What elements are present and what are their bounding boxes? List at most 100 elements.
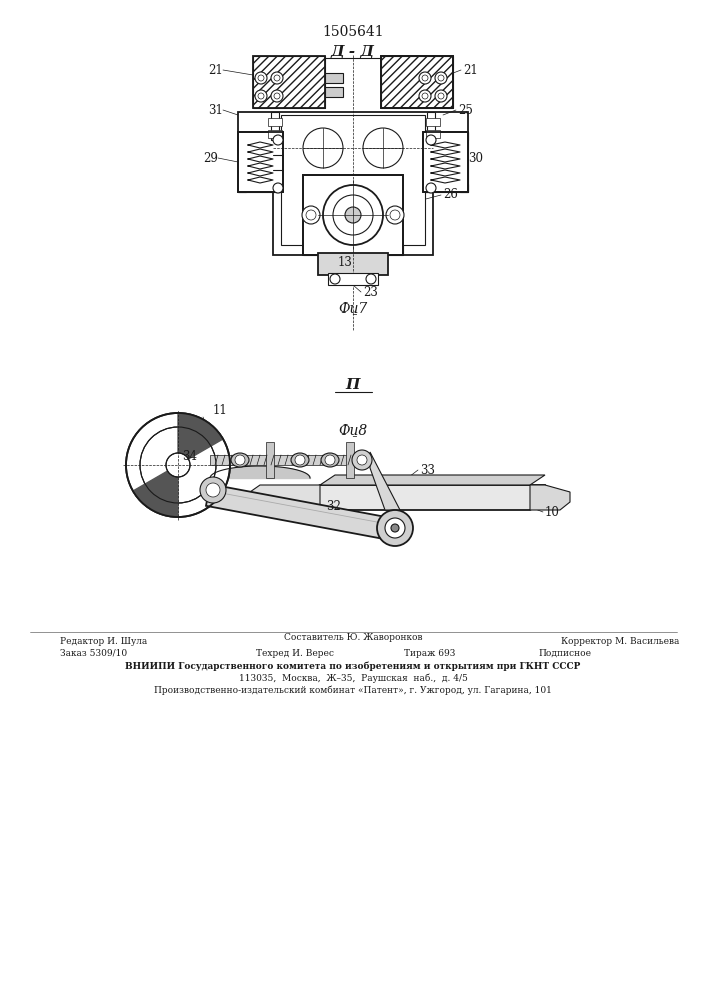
Text: ВНИИПИ Государственного комитета по изобретениям и открытиям при ГКНТ СССР: ВНИИПИ Государственного комитета по изоб… <box>125 661 580 671</box>
Bar <box>268 130 282 138</box>
Bar <box>381 56 453 108</box>
Bar <box>281 115 425 245</box>
Text: Подписное: Подписное <box>539 648 592 658</box>
Text: 1505641: 1505641 <box>322 25 384 39</box>
Text: Редактор И. Шула: Редактор И. Шула <box>60 638 147 647</box>
Polygon shape <box>303 175 403 255</box>
Circle shape <box>386 206 404 224</box>
Bar <box>238 132 283 192</box>
Circle shape <box>273 183 283 193</box>
Ellipse shape <box>291 453 309 467</box>
Bar <box>328 273 378 285</box>
Circle shape <box>377 510 413 546</box>
Circle shape <box>330 274 340 284</box>
Bar <box>271 112 279 140</box>
Polygon shape <box>253 56 325 108</box>
Bar <box>426 130 440 138</box>
Circle shape <box>363 128 403 168</box>
Circle shape <box>435 72 447 84</box>
Text: 26: 26 <box>443 188 458 202</box>
Bar <box>325 87 343 97</box>
Circle shape <box>302 206 320 224</box>
Polygon shape <box>206 484 387 539</box>
Text: Π: Π <box>346 378 360 392</box>
Text: 31: 31 <box>208 104 223 116</box>
Circle shape <box>366 274 376 284</box>
Bar <box>268 118 282 126</box>
Bar <box>346 442 354 478</box>
Text: 33: 33 <box>420 464 435 477</box>
Text: 13: 13 <box>338 255 353 268</box>
Circle shape <box>235 455 245 465</box>
Bar <box>423 132 468 192</box>
Circle shape <box>325 455 335 465</box>
Circle shape <box>357 455 367 465</box>
Circle shape <box>333 195 373 235</box>
Bar <box>238 132 283 192</box>
Polygon shape <box>238 132 283 140</box>
Text: Фи̱7: Фи̱7 <box>339 301 368 315</box>
Polygon shape <box>423 132 431 192</box>
Polygon shape <box>238 112 468 255</box>
Text: Корректор М. Васильева: Корректор М. Васильева <box>561 638 679 647</box>
Text: 25: 25 <box>458 104 473 116</box>
Circle shape <box>419 90 431 102</box>
Polygon shape <box>423 184 468 192</box>
Bar <box>303 175 403 255</box>
Polygon shape <box>305 485 545 510</box>
Bar <box>423 132 468 192</box>
Circle shape <box>435 90 447 102</box>
Bar <box>303 175 403 255</box>
Polygon shape <box>320 475 545 485</box>
Circle shape <box>391 524 399 532</box>
Circle shape <box>426 183 436 193</box>
Polygon shape <box>178 413 223 465</box>
Text: 10: 10 <box>545 506 560 518</box>
Text: 34: 34 <box>182 450 197 464</box>
Bar <box>426 118 440 126</box>
Text: Фи̱8: Фи̱8 <box>339 423 368 437</box>
Text: Производственно-издательский комбинат «Патент», г. Ужгород, ул. Гагарина, 101: Производственно-издательский комбинат «П… <box>154 685 552 695</box>
Polygon shape <box>370 452 400 510</box>
Ellipse shape <box>321 453 339 467</box>
Circle shape <box>385 518 405 538</box>
Circle shape <box>126 413 230 517</box>
Circle shape <box>419 72 431 84</box>
Text: 23: 23 <box>363 286 378 298</box>
Bar <box>253 56 325 108</box>
Polygon shape <box>381 56 453 108</box>
Text: Составитель Ю. Жаворонков: Составитель Ю. Жаворонков <box>284 634 422 643</box>
Text: Техред И. Верес: Техред И. Верес <box>256 648 334 658</box>
Circle shape <box>255 72 267 84</box>
Circle shape <box>426 135 436 145</box>
Text: 30: 30 <box>468 151 483 164</box>
Polygon shape <box>530 485 570 510</box>
Circle shape <box>352 450 372 470</box>
Polygon shape <box>133 465 178 517</box>
Text: Тираж 693: Тираж 693 <box>404 648 456 658</box>
Text: 29: 29 <box>203 151 218 164</box>
Text: 21: 21 <box>208 64 223 77</box>
Text: 11: 11 <box>213 403 228 416</box>
Circle shape <box>200 477 226 503</box>
Circle shape <box>166 453 190 477</box>
Circle shape <box>273 135 283 145</box>
Polygon shape <box>275 132 283 192</box>
Bar <box>318 253 388 275</box>
Text: 113035,  Москва,  Ж–35,  Раушская  наб.,  д. 4/5: 113035, Москва, Ж–35, Раушская наб., д. … <box>238 673 467 683</box>
Circle shape <box>303 128 343 168</box>
Polygon shape <box>460 132 468 192</box>
Circle shape <box>271 90 283 102</box>
Circle shape <box>323 185 383 245</box>
Polygon shape <box>238 184 283 192</box>
Polygon shape <box>250 485 320 510</box>
Bar <box>325 73 343 83</box>
Bar <box>266 442 274 478</box>
Circle shape <box>345 207 361 223</box>
Polygon shape <box>238 132 246 192</box>
Circle shape <box>206 483 220 497</box>
Circle shape <box>271 72 283 84</box>
Text: 21: 21 <box>463 64 478 77</box>
Ellipse shape <box>231 453 249 467</box>
Circle shape <box>295 455 305 465</box>
